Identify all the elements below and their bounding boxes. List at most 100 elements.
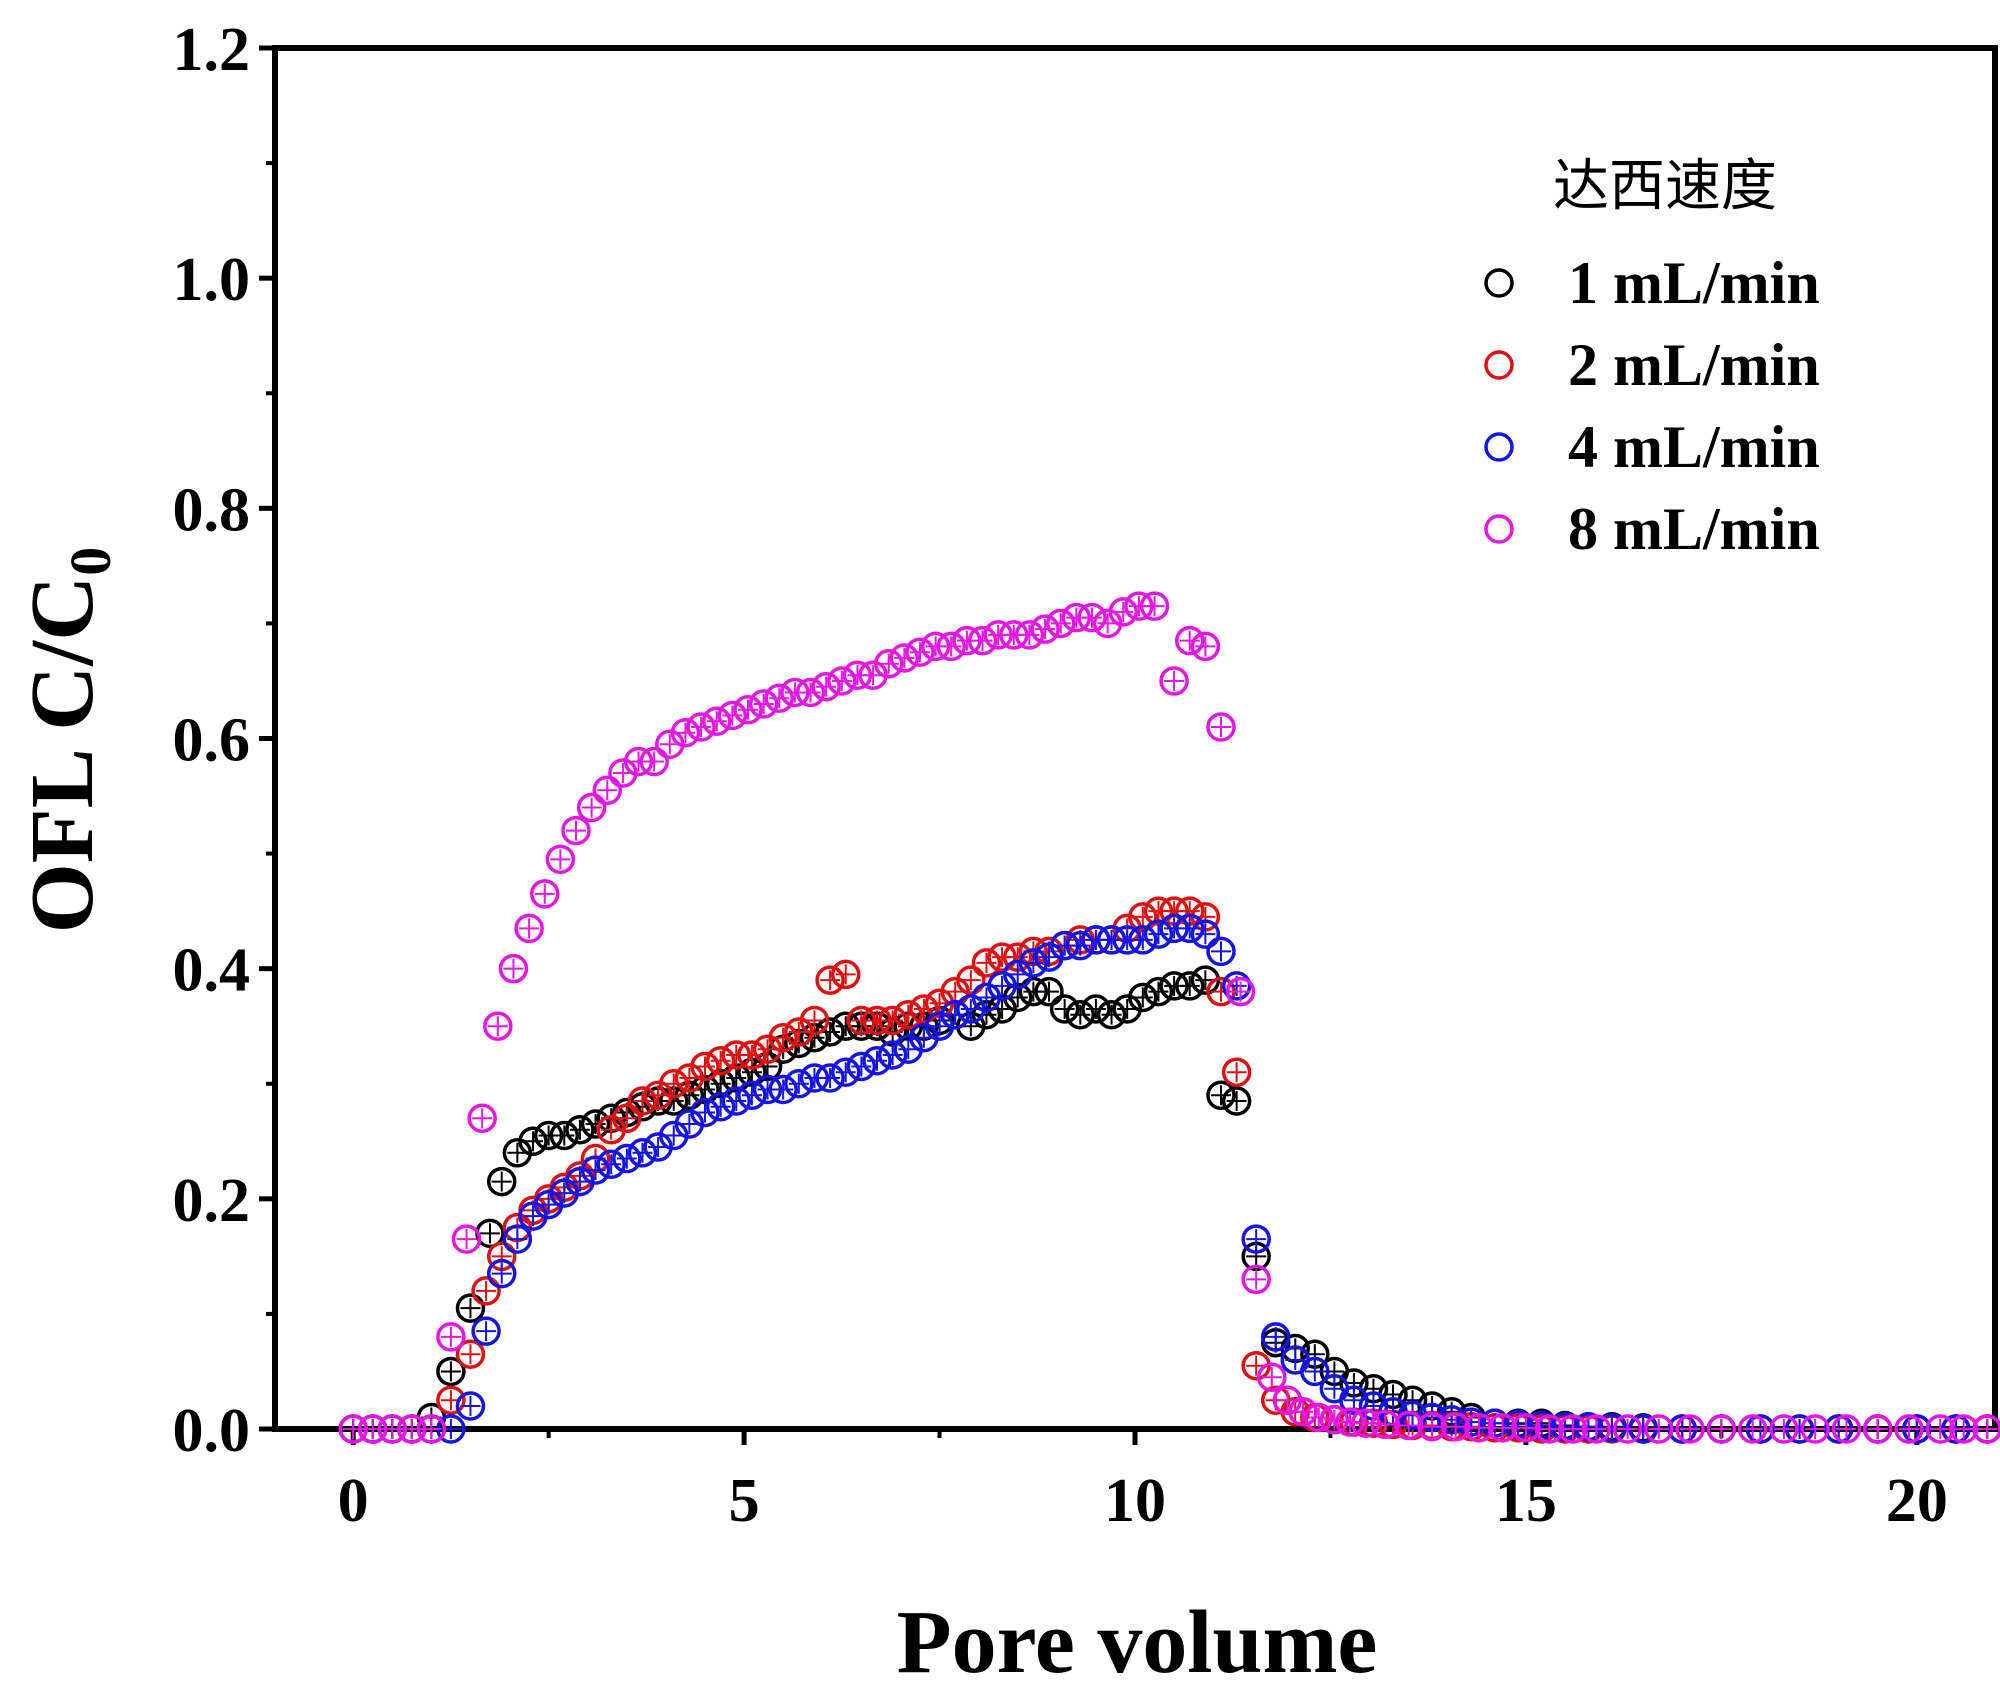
data-point — [436, 1356, 466, 1387]
data-point — [1045, 608, 1076, 639]
data-point — [545, 844, 576, 875]
data-point — [815, 1063, 845, 1093]
data-point — [877, 1040, 908, 1070]
data-point — [483, 1011, 513, 1041]
data-point — [1737, 1414, 1768, 1444]
data-point — [1644, 1414, 1674, 1444]
data-point — [561, 815, 591, 846]
legend-items: 1 mL/min 2 mL/min 4 mL/min 8 mL/min — [1484, 250, 1820, 562]
data-point — [909, 994, 939, 1024]
data-point — [1221, 1057, 1252, 1087]
data-point — [811, 671, 841, 702]
data-point — [721, 1086, 752, 1116]
data-point — [1014, 620, 1045, 650]
legend-marker — [1484, 268, 1514, 298]
data-point — [686, 712, 716, 742]
data-point — [471, 1276, 501, 1306]
data-point — [701, 706, 732, 736]
data-point — [514, 913, 544, 944]
data-point — [627, 1138, 658, 1168]
data-point — [1456, 1407, 1486, 1437]
data-point — [1300, 1356, 1330, 1387]
data-point — [705, 1092, 736, 1122]
data-point — [1319, 1405, 1350, 1435]
y-tick-label: 1.0 — [173, 246, 251, 314]
data-point — [580, 1155, 611, 1185]
data-point — [1612, 1414, 1643, 1444]
x-axis-title: Pore volume — [897, 1593, 1378, 1692]
data-point — [893, 999, 924, 1030]
data-point — [1077, 602, 1107, 633]
data-point — [1335, 1407, 1365, 1437]
data-point — [1534, 1414, 1565, 1444]
data-point — [529, 879, 560, 909]
data-point — [436, 1322, 466, 1352]
data-point — [1128, 982, 1158, 1013]
data-point — [596, 1149, 626, 1180]
data-point — [1511, 1413, 1541, 1443]
x-axis: 0 5 10 15 20 — [338, 1429, 1948, 1535]
data-point — [1206, 936, 1236, 967]
data-point — [1948, 1414, 1979, 1444]
legend-item: 4 mL/min — [1484, 414, 1820, 480]
data-point — [1862, 1414, 1893, 1444]
data-point — [1174, 625, 1205, 656]
data-point — [737, 1080, 767, 1111]
data-point — [733, 694, 763, 725]
data-point — [721, 1063, 752, 1093]
y-axis-title-main: OFL C/C — [13, 576, 112, 934]
data-point — [830, 959, 861, 990]
legend-marker — [1484, 514, 1514, 544]
data-point — [1143, 976, 1174, 1007]
data-point — [1706, 1414, 1737, 1444]
data-point — [498, 953, 529, 984]
data-point — [576, 792, 607, 823]
legend-title: 达西速度 — [1553, 154, 1777, 219]
data-point — [1440, 1411, 1471, 1442]
legend-label: 2 mL/min — [1568, 332, 1820, 398]
data-point — [1894, 1414, 1924, 1444]
series-8-ml-min — [338, 591, 2000, 1444]
data-point — [1241, 1224, 1271, 1254]
data-point — [502, 1224, 533, 1254]
data-point — [451, 1224, 482, 1254]
data-point — [1096, 999, 1127, 1030]
y-tick-label: 0.8 — [173, 476, 251, 544]
data-point — [873, 648, 904, 679]
data-point — [1972, 1414, 2000, 1444]
data-point — [795, 677, 826, 708]
data-point — [1675, 1414, 1705, 1444]
x-tick-label: 20 — [1886, 1467, 1948, 1535]
data-point — [1049, 994, 1080, 1024]
data-point — [416, 1414, 447, 1444]
data-point — [905, 637, 935, 667]
legend-label: 8 mL/min — [1568, 496, 1820, 562]
data-point — [815, 965, 845, 995]
y-axis-title-subscript: 0 — [58, 547, 123, 576]
data-point — [690, 1051, 720, 1082]
data-point — [1081, 994, 1111, 1024]
legend-item: 2 mL/min — [1484, 332, 1820, 398]
data-point — [1128, 902, 1158, 932]
data-point — [486, 1166, 517, 1197]
data-point — [1350, 1408, 1381, 1438]
data-point — [971, 948, 1002, 978]
data-point — [956, 965, 986, 995]
data-point — [1581, 1414, 1612, 1444]
data-point — [639, 746, 669, 777]
data-point — [862, 1045, 892, 1076]
data-point — [1206, 712, 1236, 742]
data-point — [1065, 999, 1096, 1030]
data-point — [717, 700, 748, 731]
data-point — [1464, 1413, 1494, 1443]
data-point — [1800, 1414, 1830, 1444]
data-point — [705, 1069, 736, 1099]
data-point — [1174, 913, 1205, 944]
data-point — [455, 1293, 486, 1323]
x-tick-label: 0 — [338, 1467, 369, 1535]
data-point — [690, 1097, 720, 1128]
x-tick-label: 5 — [729, 1467, 760, 1535]
y-tick-label: 0.0 — [173, 1397, 251, 1465]
data-point — [1030, 614, 1060, 644]
